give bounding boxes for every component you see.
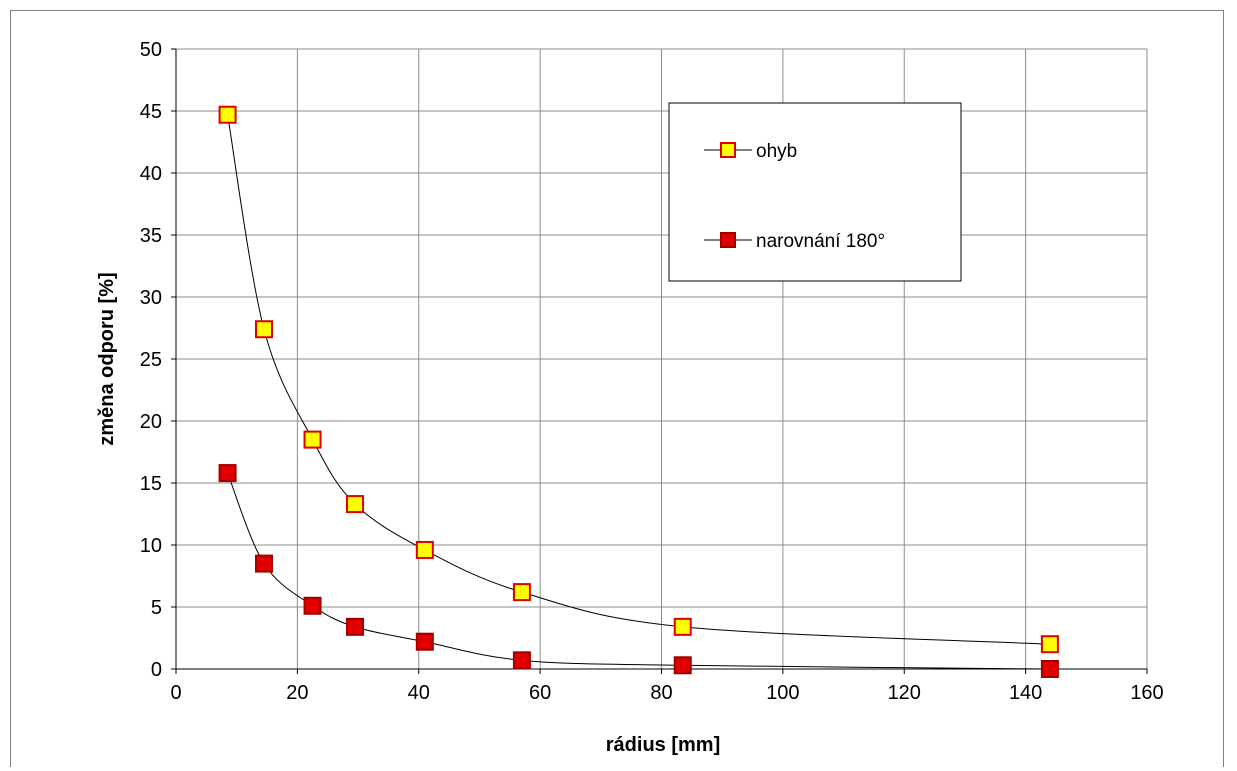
- x-tick-label: 160: [1130, 682, 1163, 704]
- y-tick-label: 20: [140, 411, 162, 433]
- data-point-series-1: [1040, 635, 1059, 654]
- x-tick-label: 100: [766, 682, 799, 704]
- legend-box: [668, 102, 962, 282]
- data-point-series-2: [218, 464, 237, 483]
- legend-label-1: ohyb: [756, 141, 797, 162]
- x-tick-label: 40: [408, 682, 430, 704]
- series-points: [218, 105, 1059, 678]
- x-axis-title: rádius [mm]: [606, 734, 720, 756]
- legend: ohyb narovnání 180°: [668, 102, 962, 282]
- x-tick-label: 20: [286, 682, 308, 704]
- y-tick-label: 5: [151, 597, 162, 619]
- chart-frame: [10, 10, 1224, 767]
- y-tick-label: 0: [151, 659, 162, 681]
- data-point-series-2: [415, 632, 434, 651]
- x-tick-label: 120: [888, 682, 921, 704]
- data-point-series-1: [254, 320, 273, 339]
- data-point-series-2: [1040, 660, 1059, 678]
- y-tick-label: 45: [140, 101, 162, 123]
- legend-marker-2: [720, 232, 736, 248]
- data-point-series-1: [673, 617, 692, 636]
- data-point-series-1: [303, 430, 322, 449]
- data-point-series-2: [512, 651, 531, 670]
- y-tick-label: 35: [140, 225, 162, 247]
- data-point-series-1: [218, 105, 237, 124]
- y-tick-label: 25: [140, 349, 162, 371]
- y-tick-label: 30: [140, 287, 162, 309]
- y-tick-label: 15: [140, 473, 162, 495]
- x-tick-labels: 0 20 40 60 80 100 120 140 160: [170, 682, 1163, 704]
- data-point-series-1: [346, 495, 365, 514]
- legend-label-2: narovnání 180°: [756, 231, 885, 252]
- data-point-series-2: [254, 554, 273, 573]
- y-tick-label: 10: [140, 535, 162, 557]
- grid: [171, 48, 1148, 674]
- data-point-series-1: [512, 583, 531, 602]
- y-tick-labels: 0 5 10 15 20 25 30 35 40 45 50: [140, 39, 162, 681]
- x-tick-label: 60: [529, 682, 551, 704]
- data-point-series-2: [673, 656, 692, 675]
- y-axis-title: změna odporu [%]: [96, 272, 118, 445]
- data-point-series-1: [415, 540, 434, 559]
- data-point-series-2: [346, 617, 365, 636]
- x-tick-label: 0: [170, 682, 181, 704]
- legend-marker-1: [720, 142, 736, 158]
- x-tick-label: 140: [1009, 682, 1042, 704]
- x-tick-label: 80: [650, 682, 672, 704]
- data-point-series-2: [303, 596, 322, 615]
- y-tick-label: 40: [140, 163, 162, 185]
- y-tick-label: 50: [140, 39, 162, 61]
- series-line-2: [227, 472, 1050, 670]
